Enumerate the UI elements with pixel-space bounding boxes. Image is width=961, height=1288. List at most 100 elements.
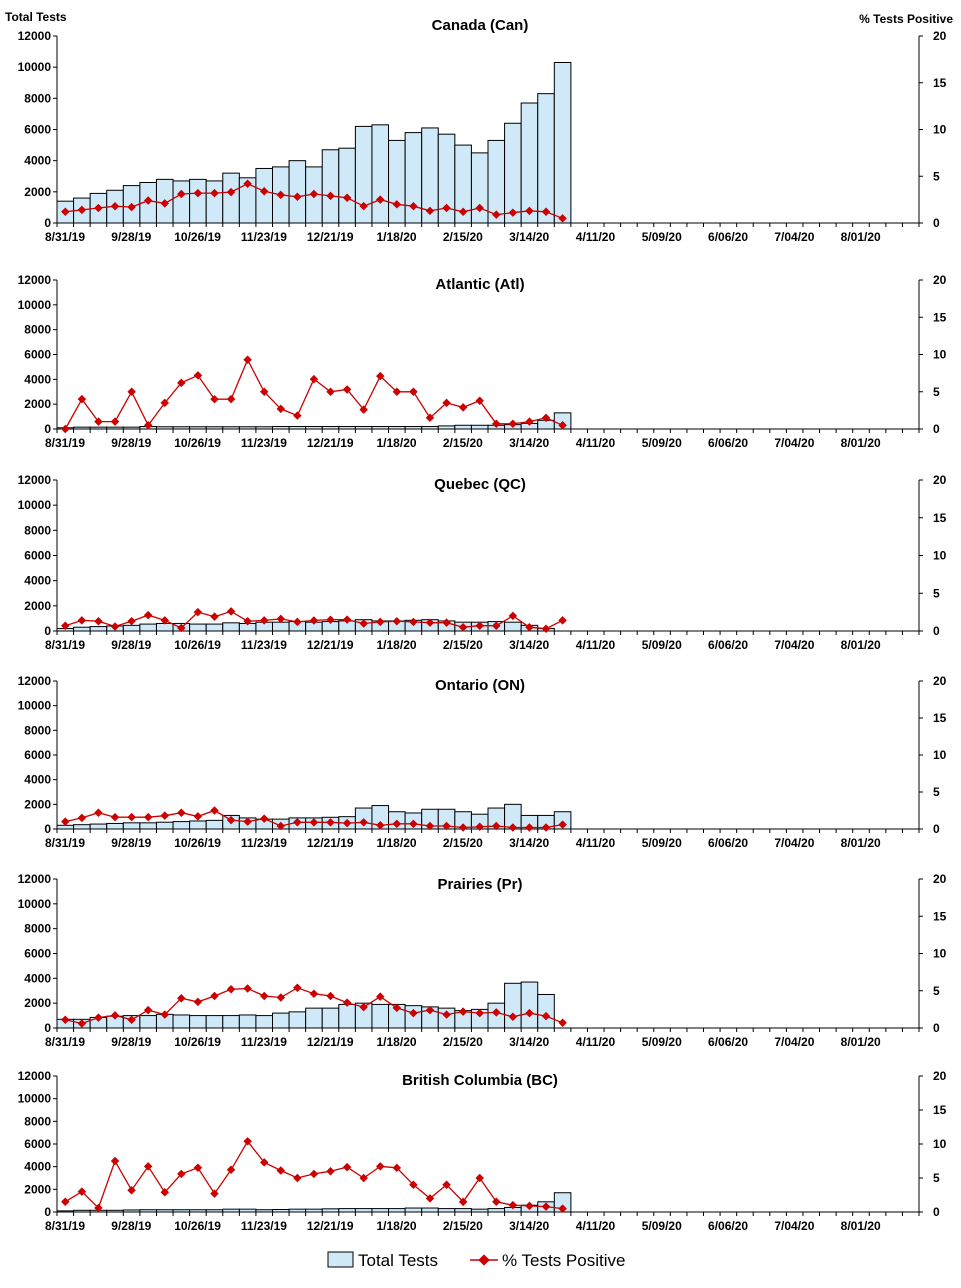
pct-positive-point [359,1002,368,1012]
x-tick-label: 5/09/20 [642,436,682,450]
x-tick-label: 10/26/19 [174,230,221,244]
y2-tick-label: 20 [933,473,947,487]
bar [537,993,555,1029]
pct-positive-point [210,612,219,621]
pct-positive-point [409,387,418,397]
x-tick-label: 8/31/19 [45,836,85,850]
x-tick-label: 2/15/20 [443,1219,483,1233]
y-tick-label: 8000 [24,523,51,537]
bar [504,982,522,1029]
legend-line-label: % Tests Positive [502,1251,625,1270]
x-tick-label: 8/31/19 [45,1035,85,1049]
pct-positive-point [143,812,153,822]
bar [338,1208,356,1213]
x-tick-label: 1/18/20 [377,638,417,652]
pct-positive-point [243,179,252,188]
x-tick-label: 9/28/19 [111,1035,151,1049]
pct-positive-point [243,984,252,993]
y-tick-label: 6000 [24,947,51,961]
pct-positive-point [210,806,219,815]
pct-positive-point [326,991,335,1001]
bar [205,623,224,632]
pct-positive-point [276,993,286,1002]
bar [272,1012,290,1029]
pct-positive-point [226,607,236,616]
pct-positive-point [392,1003,402,1013]
pct-positive-point [425,821,435,831]
x-tick-label: 1/18/20 [377,436,417,450]
bar [288,160,307,224]
pct-positive-point [293,1173,302,1183]
pct-positive-point [309,374,319,384]
bar [470,424,489,430]
pct-positive-point [61,621,70,630]
pct-positive-point [525,623,534,632]
bar [255,1015,274,1029]
x-tick-label: 10/26/19 [174,1219,221,1233]
bar [172,821,191,830]
y2-tick-label: 20 [933,1069,947,1083]
pct-positive-point [359,201,368,211]
x-tick-label: 8/01/20 [841,836,881,850]
chart-title: Quebec (QC) [434,476,526,493]
y2-tick-label: 10 [933,748,947,762]
bar [338,147,356,224]
x-tick-label: 9/28/19 [111,1219,151,1233]
y-tick-label: 4000 [24,1160,51,1174]
x-tick-label: 9/28/19 [111,436,151,450]
pct-positive-point [342,385,352,394]
y-tick-label: 6000 [24,123,51,137]
pct-positive-point [475,1173,484,1183]
y2-tick-label: 0 [933,1021,940,1035]
y2-tick-label: 10 [933,348,947,362]
x-tick-label: 2/15/20 [443,1035,483,1049]
x-tick-label: 12/21/19 [307,436,354,450]
pct-positive-point [508,419,518,429]
y-tick-label: 2000 [24,185,51,199]
pct-positive-point [492,1008,501,1017]
y-tick-label: 12000 [18,872,52,886]
x-tick-label: 4/11/20 [576,436,616,450]
bar [89,823,108,830]
pct-positive-point [226,394,236,404]
bar [388,139,406,224]
y2-tick-label: 15 [933,711,947,725]
bar [222,1015,240,1029]
pct-positive-point [376,992,385,1001]
pct-positive-point [193,997,203,1007]
pct-positive-point [442,821,451,831]
y2-tick-label: 15 [933,310,947,324]
pct-positive-point [77,394,87,404]
pct-positive-point [326,387,335,397]
pct-positive-point [160,199,170,208]
pct-positive-point [210,188,219,198]
pct-positive-point [541,1011,551,1021]
y-tick-label: 0 [44,624,51,638]
pct-positive-point [309,616,319,625]
y2-tick-label: 5 [933,984,940,998]
y-tick-label: 2000 [24,996,51,1010]
y2-tick-label: 0 [933,1205,940,1219]
pct-positive-point [442,1010,451,1019]
x-tick-label: 3/14/20 [509,436,549,450]
pct-positive-point [293,617,302,627]
pct-positive-point [210,1189,219,1198]
pct-positive-point [392,387,402,397]
pct-positive-point [541,823,551,832]
bar [504,122,522,224]
pct-positive-point [342,1162,352,1172]
pct-positive-point [160,811,170,820]
bar [106,822,124,830]
x-tick-label: 3/14/20 [509,1035,549,1049]
y-tick-label: 12000 [18,473,52,487]
y-tick-label: 8000 [24,1114,51,1128]
y-tick-label: 0 [44,1021,51,1035]
y-tick-label: 10000 [18,498,52,512]
pct-positive-point [210,394,219,404]
y-tick-label: 8000 [24,922,51,936]
pct-positive-point [276,1166,286,1175]
x-tick-label: 5/09/20 [642,1219,682,1233]
x-tick-label: 11/23/19 [241,638,287,652]
x-tick-label: 8/01/20 [841,1219,881,1233]
